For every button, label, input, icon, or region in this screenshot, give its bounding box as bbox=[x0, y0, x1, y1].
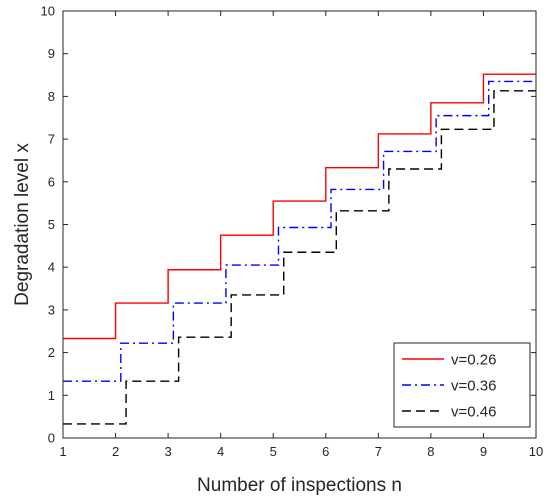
y-tick-label: 9 bbox=[48, 46, 55, 61]
legend-label: v=0.46 bbox=[451, 404, 496, 421]
y-tick-label: 4 bbox=[48, 260, 55, 275]
x-tick-label: 2 bbox=[112, 444, 119, 459]
y-tick-label: 2 bbox=[48, 345, 55, 360]
y-tick-label: 8 bbox=[48, 89, 55, 104]
legend-label: v=0.36 bbox=[451, 378, 496, 395]
legend-label: v=0.26 bbox=[451, 352, 496, 369]
y-tick-label: 10 bbox=[41, 4, 55, 19]
x-tick-label: 3 bbox=[164, 444, 171, 459]
x-tick-label: 1 bbox=[59, 444, 66, 459]
x-tick-label: 4 bbox=[217, 444, 224, 459]
x-tick-label: 8 bbox=[427, 444, 434, 459]
y-axis-label: Degradation level x bbox=[12, 143, 33, 306]
y-tick-label: 5 bbox=[48, 217, 55, 232]
x-tick-label: 6 bbox=[322, 444, 329, 459]
plot-area bbox=[63, 73, 536, 425]
x-tick-label: 7 bbox=[375, 444, 382, 459]
series-line-v=0.36 bbox=[63, 80, 536, 382]
y-tick-label: 3 bbox=[48, 302, 55, 317]
x-axis-label: Number of inspections n bbox=[197, 475, 402, 496]
x-tick-label: 5 bbox=[270, 444, 277, 459]
y-tick-label: 6 bbox=[48, 174, 55, 189]
x-tick-label: 9 bbox=[480, 444, 487, 459]
y-tick-label: 7 bbox=[48, 132, 55, 147]
y-tick-label: 1 bbox=[48, 388, 55, 403]
y-tick-label: 0 bbox=[48, 431, 55, 446]
legend: v=0.26 v=0.36 v=0.46 bbox=[393, 342, 531, 428]
series-line-v=0.26 bbox=[63, 73, 536, 340]
x-tick-label: 10 bbox=[529, 444, 543, 459]
